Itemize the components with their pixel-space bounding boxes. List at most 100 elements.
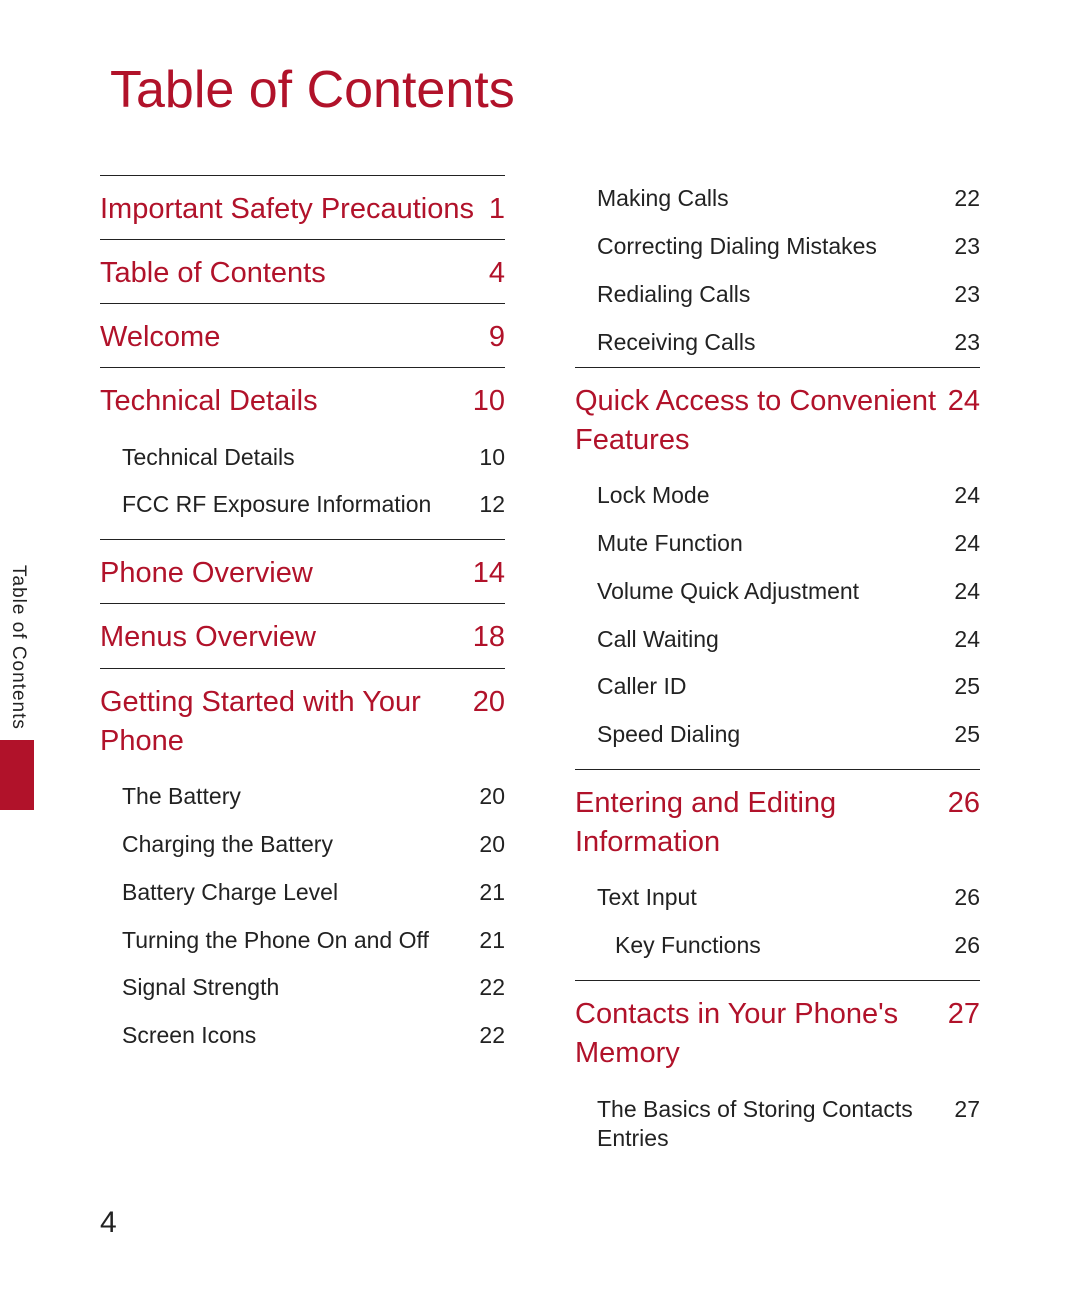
toc-sub-item[interactable]: Volume Quick Adjustment24: [575, 568, 980, 616]
toc-sub-page: 20: [479, 782, 505, 812]
toc-section: Phone Overview14: [100, 539, 505, 603]
toc-sub-label: Receiving Calls: [597, 328, 946, 358]
toc-sub-item[interactable]: Making Calls 22: [575, 175, 980, 223]
toc-sub-page: 22: [479, 1021, 505, 1051]
toc-section-page: 1: [489, 190, 505, 229]
toc-section-title: Getting Started with Your Phone: [100, 683, 465, 761]
toc-sub-item[interactable]: Charging the Battery 20: [100, 821, 505, 869]
toc-section: Contacts in Your Phone's Memory27 The Bas…: [575, 980, 980, 1173]
toc-section-page: 14: [473, 554, 505, 593]
toc-sub-item[interactable]: Speed Dialing 25: [575, 711, 980, 759]
toc-section-header[interactable]: Table of Contents4: [100, 254, 505, 293]
toc-sub-label: Turning the Phone On and Off: [122, 926, 471, 956]
toc-sub-page: 10: [479, 443, 505, 473]
toc-sub-list: Text Input26Key Functions26: [575, 874, 980, 970]
toc-sub-label: Caller ID: [597, 672, 946, 702]
toc-sub-item[interactable]: Screen Icons 22: [100, 1012, 505, 1060]
toc-sub-item[interactable]: The Basics of Storing Contacts Entries 27: [575, 1086, 980, 1164]
toc-sub-list: The Basics of Storing Contacts Entries 27: [575, 1086, 980, 1164]
toc-sub-page: 23: [954, 232, 980, 262]
toc-section-title: Table of Contents: [100, 254, 481, 293]
side-bar: [0, 740, 34, 810]
toc-sub-item[interactable]: Redialing Calls23: [575, 271, 980, 319]
toc-section: Table of Contents4: [100, 239, 505, 303]
toc-sub-page: 25: [954, 672, 980, 702]
toc-columns: Important Safety Precautions1 Table of Co…: [100, 175, 980, 1173]
toc-sub-item[interactable]: FCC RF Exposure Information12: [100, 481, 505, 529]
toc-sub-list: The Battery 20 Charging the Battery 20 Batte…: [100, 773, 505, 1060]
side-label: Table of Contents: [0, 565, 29, 730]
toc-sub-item[interactable]: Receiving Calls23: [575, 319, 980, 367]
toc-sub-item[interactable]: Key Functions26: [575, 922, 980, 970]
toc-sub-page: 24: [954, 529, 980, 559]
toc-sub-item[interactable]: Mute Function 24: [575, 520, 980, 568]
toc-sub-label: The Battery: [122, 782, 471, 812]
toc-sub-item[interactable]: Caller ID 25: [575, 663, 980, 711]
toc-sub-page: 22: [479, 973, 505, 1003]
toc-section-header[interactable]: Getting Started with Your Phone20: [100, 683, 505, 761]
toc-continuation-list: Making Calls 22 Correcting Dialing Mistake…: [575, 175, 980, 367]
toc-section-header[interactable]: Entering and Editing Information26: [575, 784, 980, 862]
toc-section-page: 27: [948, 995, 980, 1034]
toc-sub-page: 12: [479, 490, 505, 520]
toc-sub-label: Text Input: [597, 883, 946, 913]
toc-section-page: 4: [489, 254, 505, 293]
toc-sub-label: Redialing Calls: [597, 280, 946, 310]
toc-section: Entering and Editing Information26 Text I…: [575, 769, 980, 980]
toc-sub-item[interactable]: Turning the Phone On and Off 21: [100, 917, 505, 965]
side-tab: Table of Contents: [0, 565, 34, 810]
toc-sub-label: Call Waiting: [597, 625, 946, 655]
toc-sub-label: Correcting Dialing Mistakes: [597, 232, 946, 262]
toc-sub-item[interactable]: Call Waiting24: [575, 616, 980, 664]
toc-sub-item[interactable]: Signal Strength22: [100, 964, 505, 1012]
toc-section-page: 9: [489, 318, 505, 357]
toc-sub-label: Charging the Battery: [122, 830, 471, 860]
toc-sub-label: Making Calls: [597, 184, 946, 214]
page-title: Table of Contents: [110, 60, 980, 120]
toc-sub-page: 24: [954, 481, 980, 511]
toc-section-page: 26: [948, 784, 980, 823]
toc-sub-item[interactable]: The Battery 20: [100, 773, 505, 821]
toc-sub-item[interactable]: Technical Details 10: [100, 434, 505, 482]
toc-sub-page: 22: [954, 184, 980, 214]
toc-section-title: Technical Details: [100, 382, 465, 421]
toc-sub-page: 20: [479, 830, 505, 860]
toc-sub-label: The Basics of Storing Contacts Entries: [597, 1095, 946, 1155]
toc-sub-item[interactable]: Lock Mode24: [575, 472, 980, 520]
right-column: Making Calls 22 Correcting Dialing Mistake…: [575, 175, 980, 1173]
toc-section-title: Menus Overview: [100, 618, 465, 657]
toc-sub-page: 26: [954, 883, 980, 913]
toc-section-header[interactable]: Contacts in Your Phone's Memory27: [575, 995, 980, 1073]
toc-section: Important Safety Precautions1: [100, 175, 505, 239]
toc-sub-item[interactable]: Correcting Dialing Mistakes 23: [575, 223, 980, 271]
toc-section: Getting Started with Your Phone20The Bat…: [100, 668, 505, 1071]
toc-section: Technical Details10Technical Details10FC…: [100, 367, 505, 539]
toc-sub-page: 21: [479, 926, 505, 956]
toc-sub-page: 25: [954, 720, 980, 750]
toc-section-title: Phone Overview: [100, 554, 465, 593]
toc-section-header[interactable]: Important Safety Precautions1: [100, 190, 505, 229]
toc-section: Menus Overview18: [100, 603, 505, 667]
toc-section: Quick Access to Convenient Features24Loc…: [575, 367, 980, 770]
toc-sub-page: 24: [954, 577, 980, 607]
toc-section-page: 20: [473, 683, 505, 722]
left-column: Important Safety Precautions1 Table of Co…: [100, 175, 505, 1173]
toc-sub-page: 21: [479, 878, 505, 908]
toc-section-header[interactable]: Technical Details10: [100, 382, 505, 421]
toc-sub-page: 27: [954, 1095, 980, 1125]
toc-section-page: 18: [473, 618, 505, 657]
toc-section-header[interactable]: Welcome9: [100, 318, 505, 357]
toc-sub-item[interactable]: Battery Charge Level21: [100, 869, 505, 917]
toc-sub-label: Technical Details: [122, 443, 471, 473]
toc-sub-label: Screen Icons: [122, 1021, 471, 1051]
toc-section-header[interactable]: Menus Overview18: [100, 618, 505, 657]
toc-section-header[interactable]: Phone Overview14: [100, 554, 505, 593]
toc-sub-page: 26: [954, 931, 980, 961]
toc-section-title: Quick Access to Convenient Features: [575, 382, 940, 460]
toc-sub-item[interactable]: Text Input 26: [575, 874, 980, 922]
toc-sub-label: Speed Dialing: [597, 720, 946, 750]
toc-section-header[interactable]: Quick Access to Convenient Features24: [575, 382, 980, 460]
toc-sub-list: Technical Details 10 FCC RF Exposure Infor…: [100, 434, 505, 530]
toc-sub-label: Mute Function: [597, 529, 946, 559]
toc-section-page: 24: [948, 382, 980, 421]
